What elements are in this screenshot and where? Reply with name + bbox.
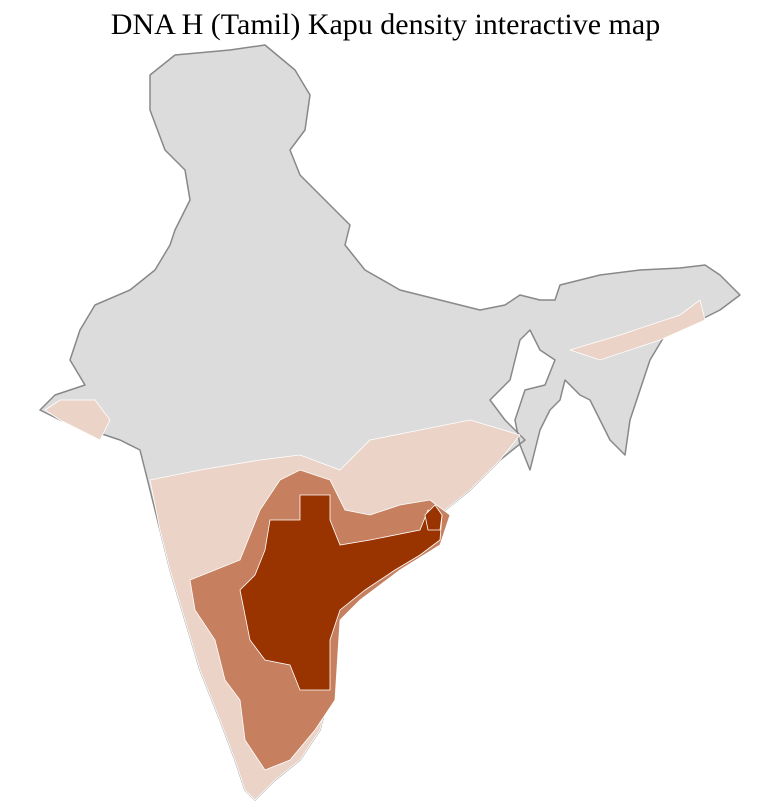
region-high-density-north-coastal[interactable]: [424, 504, 443, 531]
map-title: DNA H (Tamil) Kapu density interactive m…: [110, 8, 661, 41]
india-outline[interactable]: [39, 44, 741, 801]
region-low-density-northeast[interactable]: [568, 299, 706, 361]
region-high-density[interactable]: [239, 494, 443, 691]
region-low-density-west[interactable]: [44, 399, 111, 441]
